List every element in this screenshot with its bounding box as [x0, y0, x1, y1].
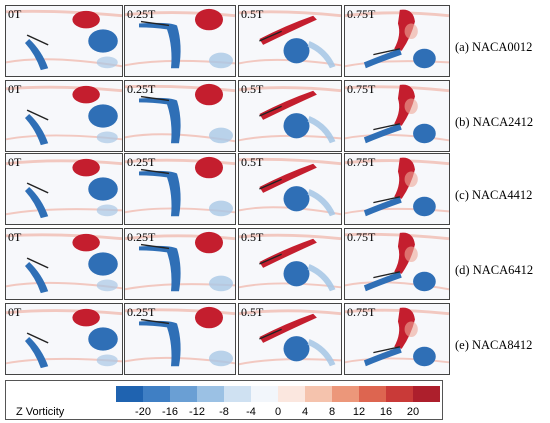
snapshot-cell: 0T [5, 153, 123, 225]
snapshot-cell: 0.25T [124, 303, 236, 375]
snapshot-cell: 0T [5, 5, 123, 77]
phase-label: 0.75T [347, 155, 376, 169]
snapshot-cell: 0.75T [344, 153, 450, 225]
phase-label: 0.5T [241, 155, 264, 169]
row-label: (a) NACA0012 [455, 40, 533, 54]
phase-label: 0.5T [241, 7, 264, 21]
row-label: (e) NACA8412 [455, 338, 533, 352]
colorbar-tick-label: 8 [328, 406, 336, 418]
colorbar-swatch [116, 386, 143, 402]
snapshot-cell: 0.5T [238, 5, 342, 77]
colorbar-swatch [224, 386, 251, 402]
colorbar-swatch [386, 386, 413, 402]
snapshot-cell: 0.5T [238, 153, 342, 225]
snapshot-cell: 0.75T [344, 228, 450, 300]
phase-label: 0.25T [127, 305, 156, 319]
colorbar-swatch [332, 386, 359, 402]
phase-label: 0T [8, 305, 22, 319]
colorbar-swatch [170, 386, 197, 402]
snapshot-cell: 0.5T [238, 303, 342, 375]
colorbar-swatch [251, 386, 278, 402]
snapshot-cell: 0T [5, 80, 123, 152]
snapshot-cell: 0.25T [124, 80, 236, 152]
colorbar-tick-label: -8 [219, 406, 229, 418]
snapshot-cell: 0.25T [124, 153, 236, 225]
snapshot-cell: 0T [5, 303, 123, 375]
colorbar-tick-label: -4 [246, 406, 256, 418]
phase-label: 0T [8, 82, 22, 96]
phase-label: 0.75T [347, 7, 376, 21]
phase-label: 0.5T [241, 230, 264, 244]
colorbar-tick-label: 16 [379, 406, 393, 418]
phase-label: 0T [8, 7, 22, 21]
row-label: (c) NACA4412 [455, 188, 533, 202]
phase-label: 0.25T [127, 82, 156, 96]
colorbar-swatch [278, 386, 305, 402]
colorbar-swatch [305, 386, 332, 402]
colorbar-title: Z Vorticity [16, 406, 65, 418]
phase-label: 0.5T [241, 82, 264, 96]
snapshot-cell: 0.25T [124, 228, 236, 300]
phase-label: 0.25T [127, 7, 156, 21]
phase-label: 0.75T [347, 305, 376, 319]
snapshot-cell: 0.75T [344, 303, 450, 375]
colorbar-tick-label: 20 [406, 406, 420, 418]
snapshot-cell: 0.75T [344, 5, 450, 77]
colorbar-tick-label: -12 [189, 406, 205, 418]
colorbar-tick-label: 12 [352, 406, 366, 418]
phase-label: 0.75T [347, 82, 376, 96]
row-label: (b) NACA2412 [455, 115, 534, 129]
snapshot-cell: 0T [5, 228, 123, 300]
phase-label: 0.25T [127, 155, 156, 169]
phase-label: 0T [8, 155, 22, 169]
colorbar-swatch [197, 386, 224, 402]
phase-label: 0.5T [241, 305, 264, 319]
snapshot-cell: 0.5T [238, 228, 342, 300]
colorbar: Z Vorticity -20 -16 -12 -8 -4 0 4 8 12 16 20 [5, 380, 443, 420]
phase-label: 0.75T [347, 230, 376, 244]
colorbar-swatch [413, 386, 440, 402]
phase-label: 0.25T [127, 230, 156, 244]
colorbar-tick-label: 4 [301, 406, 309, 418]
colorbar-swatch [143, 386, 170, 402]
snapshot-cell: 0.75T [344, 80, 450, 152]
colorbar-tick-label: 0 [274, 406, 282, 418]
snapshot-cell: 0.5T [238, 80, 342, 152]
colorbar-tick-label: -16 [162, 406, 178, 418]
snapshot-cell: 0.25T [124, 5, 236, 77]
row-label: (d) NACA6412 [455, 263, 534, 277]
colorbar-swatch [359, 386, 386, 402]
colorbar-tick-label: -20 [135, 406, 151, 418]
phase-label: 0T [8, 230, 22, 244]
